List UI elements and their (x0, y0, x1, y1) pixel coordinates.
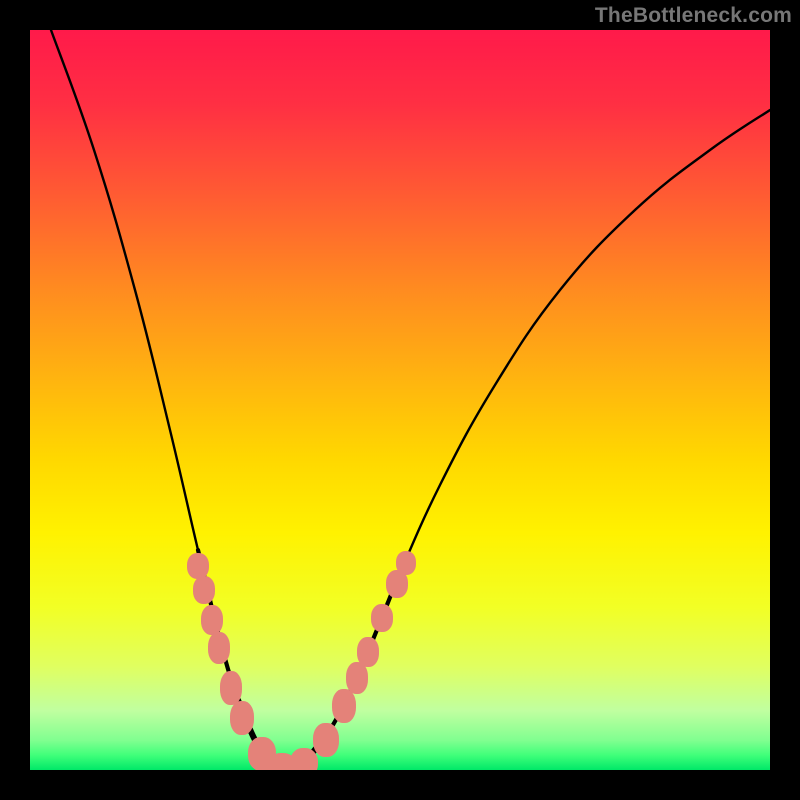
data-marker (332, 689, 356, 723)
data-marker (193, 576, 215, 604)
data-marker (220, 671, 242, 705)
watermark-text: TheBottleneck.com (595, 4, 792, 28)
data-marker (371, 604, 393, 632)
data-marker (208, 632, 230, 664)
blob-layer (30, 30, 770, 770)
data-marker (290, 748, 318, 770)
chart-canvas: TheBottleneck.com (0, 0, 800, 800)
data-marker (313, 723, 339, 757)
data-marker (230, 701, 254, 735)
data-marker (396, 551, 416, 575)
data-marker (201, 605, 223, 635)
data-marker (357, 637, 379, 667)
plot-area (30, 30, 770, 770)
